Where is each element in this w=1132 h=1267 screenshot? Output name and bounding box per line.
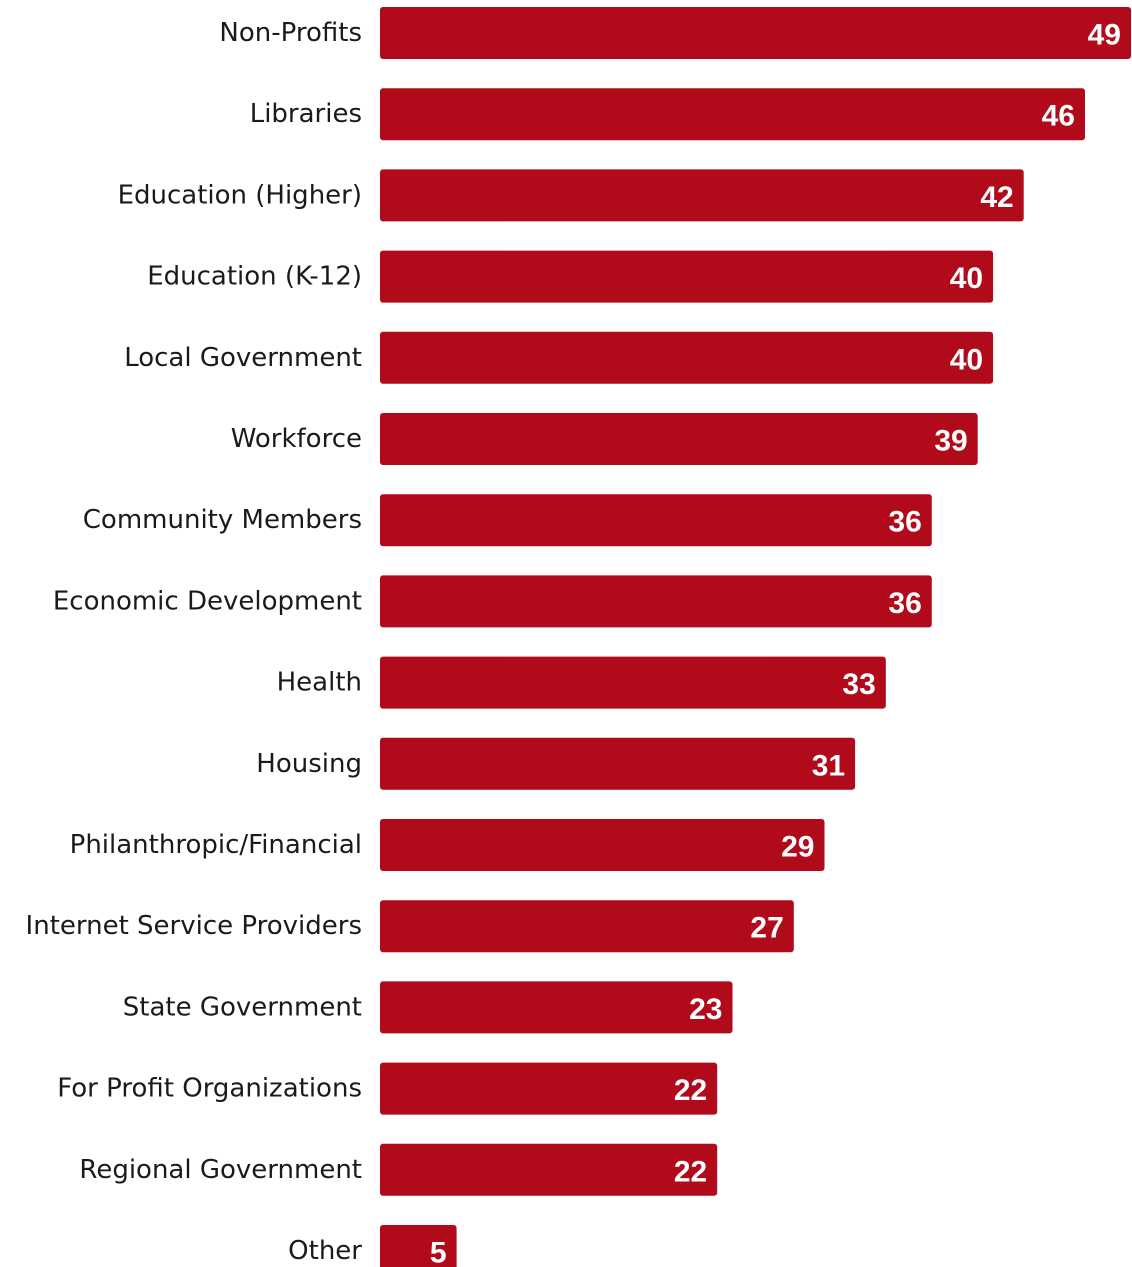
category-label-1: Libraries	[250, 99, 362, 129]
value-labels-layer: 49 46 42 40 40 39 36 36 33 31 29 27 23 22 22 5	[430, 19, 1121, 1267]
category-label-6: Community Members	[83, 505, 362, 535]
value-label-6: 36	[888, 506, 921, 539]
value-label-3: 40	[950, 262, 983, 295]
bar-14	[380, 1143, 718, 1196]
bar-4	[380, 331, 994, 384]
category-label-7: Economic Development	[53, 586, 362, 616]
category-labels-layer: Non-Profits Libraries Education (Higher) Ed…	[26, 18, 363, 1266]
category-label-2: Education (Higher)	[118, 180, 362, 210]
value-label-8: 33	[842, 668, 875, 701]
value-label-4: 40	[950, 343, 983, 376]
value-label-11: 27	[750, 912, 783, 945]
value-label-9: 31	[812, 749, 845, 782]
bar-10	[380, 819, 825, 871]
bar-15	[380, 1225, 457, 1267]
value-label-2: 42	[980, 181, 1013, 214]
bar-13	[380, 1062, 718, 1115]
bar-8	[380, 656, 886, 709]
category-label-0: Non-Profits	[219, 18, 362, 48]
category-label-9: Housing	[256, 749, 362, 779]
value-label-14: 22	[674, 1155, 707, 1188]
value-label-13: 22	[674, 1074, 707, 1107]
bar-9	[380, 737, 856, 790]
bar-2	[380, 169, 1024, 222]
category-label-10: Philanthropic/Financial	[70, 830, 362, 860]
category-label-3: Education (K-12)	[147, 262, 362, 292]
bar-1	[380, 88, 1085, 141]
bars-layer	[380, 7, 1131, 1267]
bar-7	[380, 575, 932, 628]
value-label-0: 49	[1088, 19, 1121, 52]
category-label-11: Internet Service Providers	[26, 911, 362, 941]
category-label-8: Health	[277, 668, 362, 698]
value-label-5: 39	[934, 425, 967, 458]
category-label-5: Workforce	[231, 424, 362, 454]
value-label-7: 36	[888, 587, 921, 620]
category-label-14: Regional Government	[79, 1155, 362, 1185]
bar-11	[380, 900, 794, 953]
category-label-4: Local Government	[124, 343, 362, 373]
bar-6	[380, 494, 932, 547]
bar-0	[380, 7, 1131, 59]
value-label-1: 46	[1042, 100, 1075, 133]
bar-3	[380, 250, 994, 303]
bar-12	[380, 981, 733, 1034]
value-label-12: 23	[689, 993, 722, 1026]
bar-5	[380, 413, 978, 465]
value-label-15: 5	[430, 1237, 447, 1267]
category-label-13: For Profit Organizations	[57, 1074, 362, 1104]
value-label-10: 29	[781, 831, 814, 864]
category-label-15: Other	[288, 1236, 362, 1266]
category-label-12: State Government	[123, 992, 362, 1022]
